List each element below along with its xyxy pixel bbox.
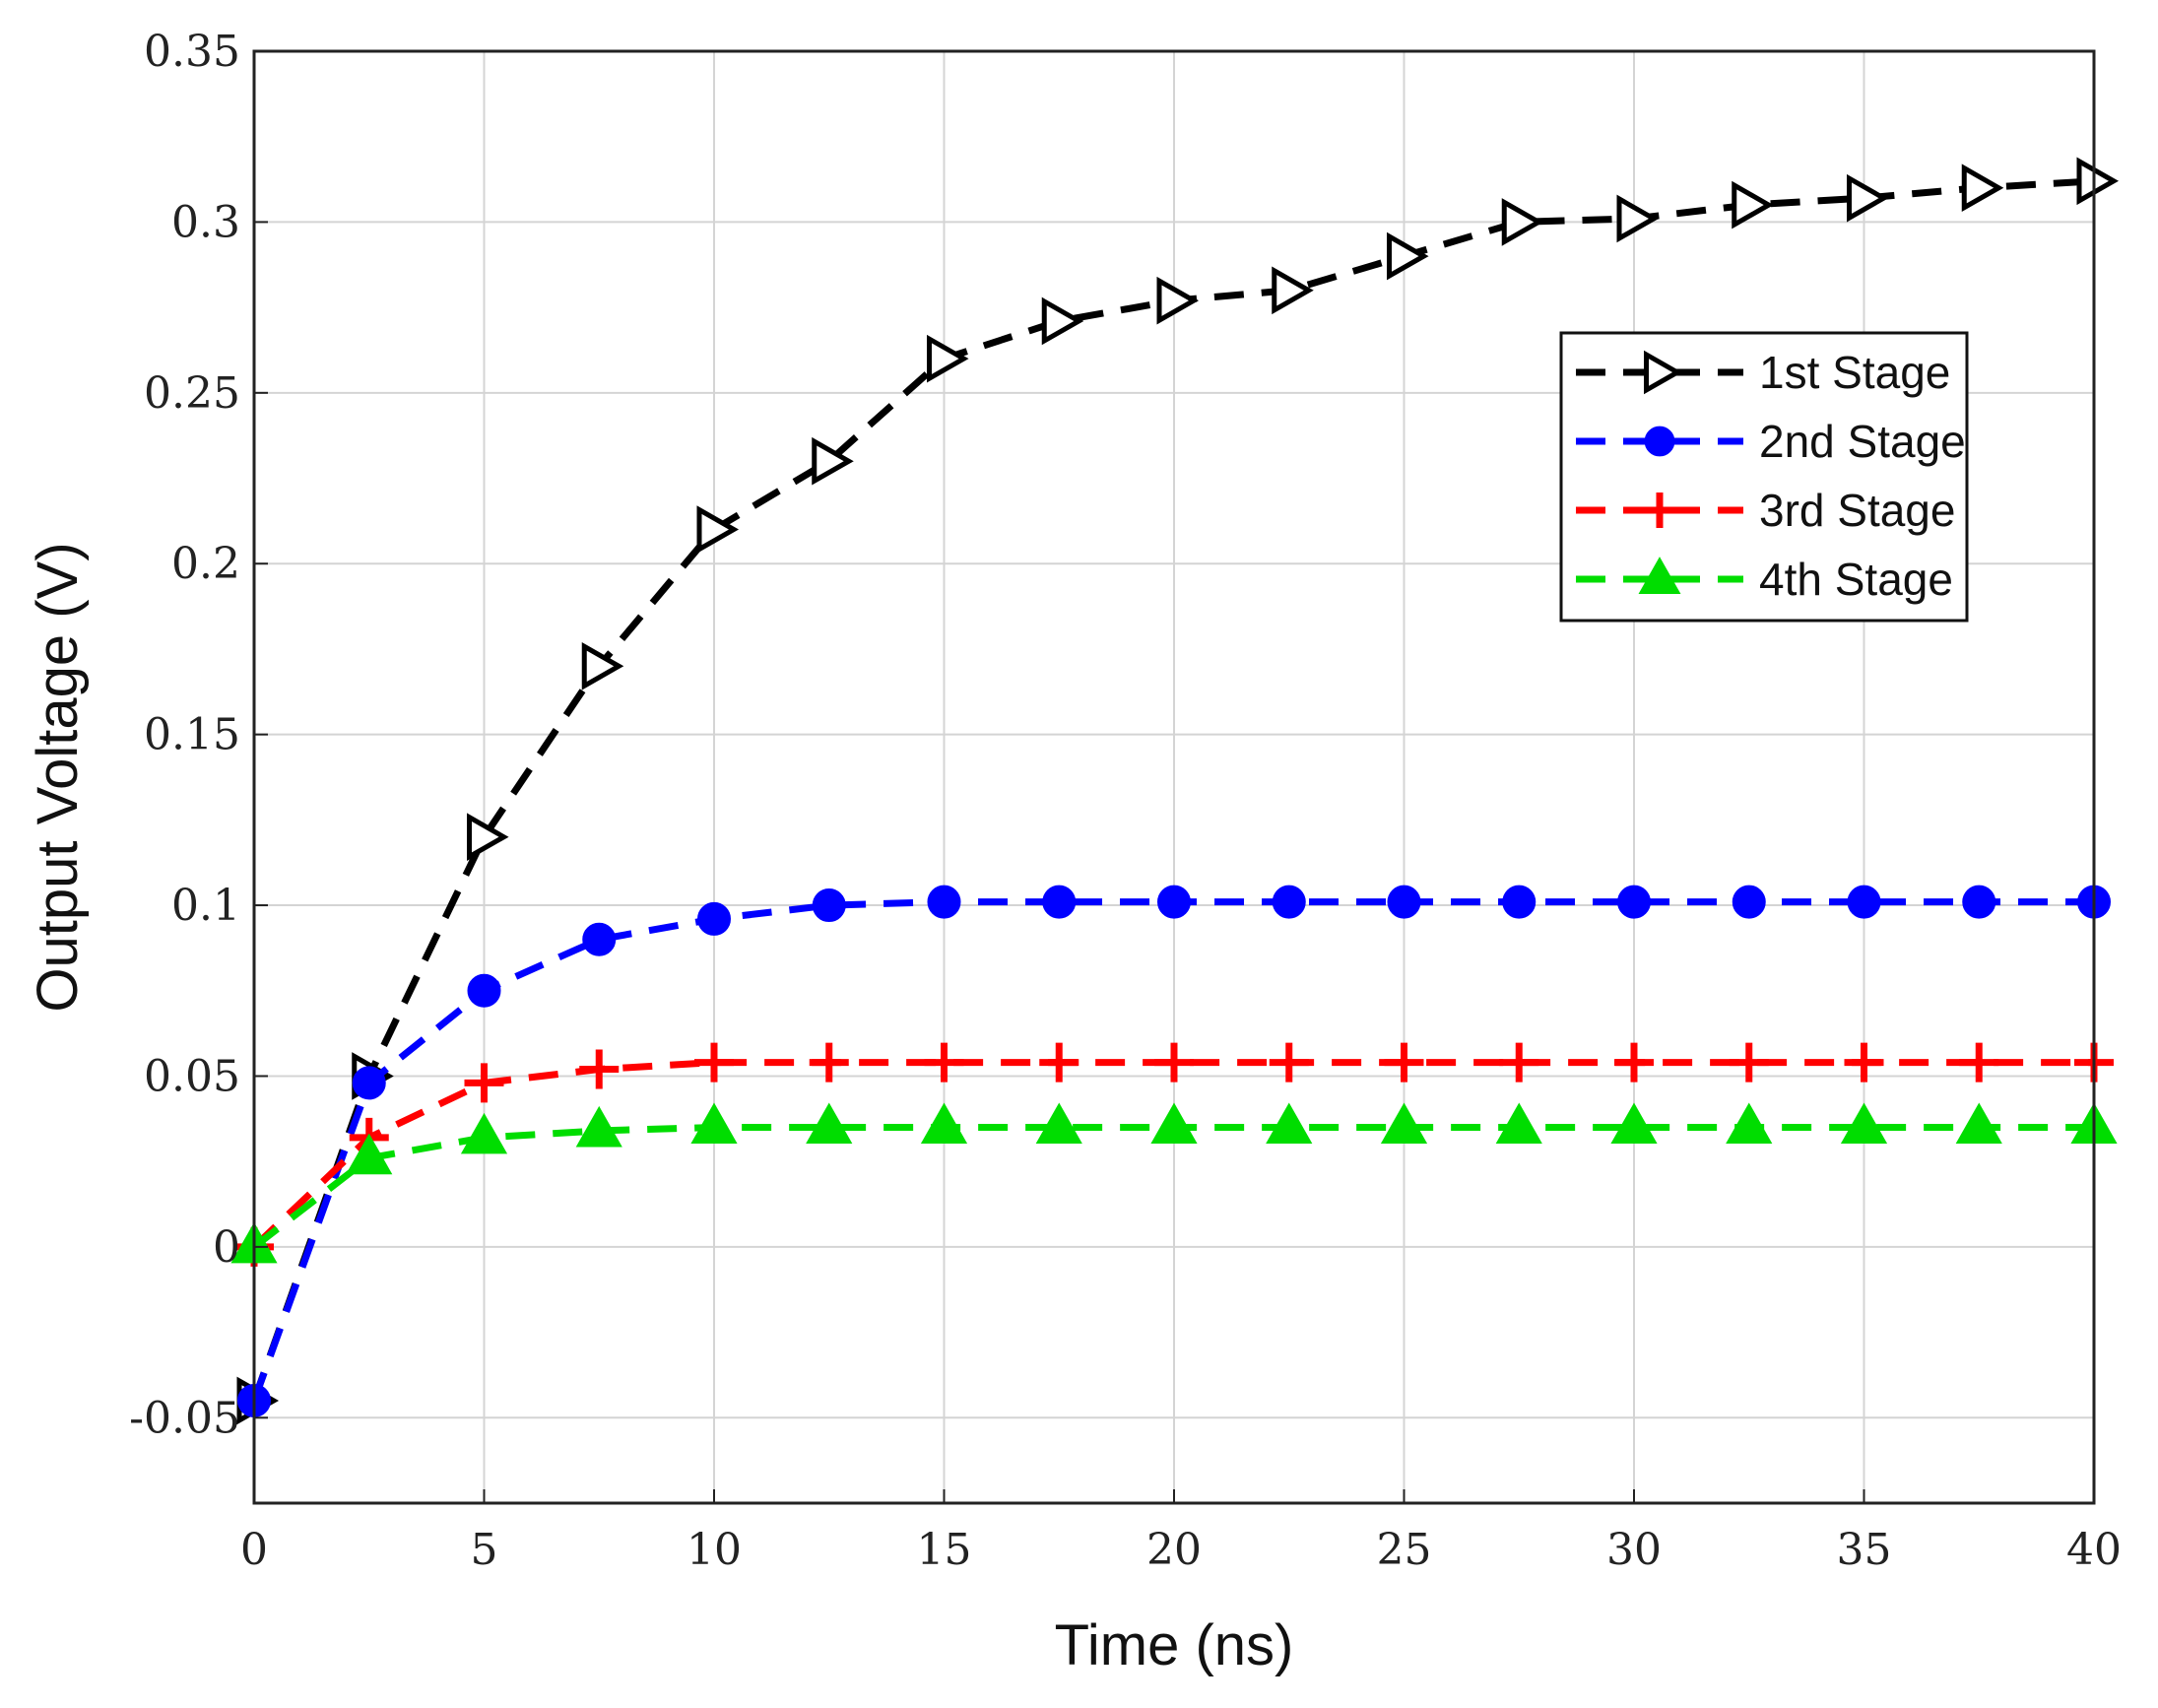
legend-label: 1st Stage (1759, 347, 1950, 398)
data-point (575, 1105, 622, 1148)
x-tick-label: 15 (917, 1525, 972, 1575)
data-point (1610, 1102, 1658, 1144)
data-point (1961, 164, 2004, 213)
data-point (1847, 173, 1889, 223)
data-point (1157, 885, 1191, 919)
y-tick-label: 0.3 (171, 197, 240, 247)
legend-label: 4th Stage (1759, 554, 1953, 605)
legend-label: 3rd Stage (1759, 485, 1955, 536)
data-point (352, 1066, 386, 1100)
data-point (1844, 1042, 1884, 1083)
y-tick-label: 0 (213, 1222, 240, 1273)
legend-marker (1638, 557, 1681, 594)
data-point (1272, 885, 1306, 919)
tick-labels: 0 5 10 15 20 25 30 35 40 -0.05 0 0.05 0.1 0.15 0.2 0.25… (129, 27, 2122, 1575)
data-point (920, 1102, 968, 1144)
legend-item: 2nd Stage (1576, 416, 1966, 467)
data-point (1266, 1102, 1313, 1144)
legend-marker (1642, 493, 1677, 528)
data-point (1269, 1042, 1309, 1083)
data-point (582, 922, 617, 956)
legend-item: 3rd Stage (1576, 485, 1955, 536)
legend-marker (1644, 426, 1675, 457)
series-1 (236, 157, 2120, 1425)
data-point (1955, 1102, 2002, 1144)
y-tick-label: 0.2 (171, 539, 240, 589)
data-point (812, 888, 846, 923)
x-tick-label: 5 (471, 1525, 498, 1575)
data-point (1042, 885, 1077, 919)
data-point (1154, 1042, 1194, 1083)
data-point (1384, 1042, 1424, 1083)
y-tick-label: 0.05 (144, 1051, 240, 1101)
data-point (464, 1063, 504, 1103)
data-point (1156, 276, 1200, 325)
x-tick-label: 35 (1837, 1525, 1892, 1575)
data-point (1962, 885, 1996, 919)
data-point (1041, 296, 1084, 346)
data-point (1035, 1102, 1082, 1144)
data-point (924, 1042, 964, 1083)
data-point (927, 334, 969, 383)
data-point (1495, 1102, 1542, 1144)
data-point (690, 1102, 738, 1144)
x-tick-label: 10 (687, 1525, 742, 1575)
legend-box (1559, 331, 1969, 623)
data-point (1380, 1102, 1428, 1144)
x-tick-label: 25 (1377, 1525, 1432, 1575)
data-point (1502, 885, 1537, 919)
data-point (1732, 885, 1766, 919)
data-point (1847, 885, 1881, 919)
series-4 (230, 1102, 2118, 1264)
data-point (2076, 157, 2120, 206)
data-point (1272, 266, 1314, 315)
data-point (1387, 885, 1421, 919)
legend: 1st Stage 2nd Stage 3rd Stage 4th Stage (1559, 331, 1969, 623)
data-point (1150, 1102, 1198, 1144)
data-point (1501, 198, 1544, 246)
data-point (1614, 1042, 1654, 1083)
data-point (1840, 1102, 1888, 1144)
series-2 (237, 885, 2111, 1417)
data-point (1617, 885, 1651, 919)
x-tick-label: 30 (1606, 1525, 1662, 1575)
data-point (1959, 1042, 1999, 1083)
x-tick-label: 20 (1146, 1525, 1202, 1575)
data-point (346, 1133, 393, 1175)
data-point (927, 885, 961, 919)
y-tick-label: 0.25 (144, 368, 240, 419)
data-point (1732, 180, 1774, 230)
y-tick-label: 0.15 (144, 710, 240, 760)
data-point (696, 505, 740, 554)
data-point (694, 1042, 734, 1083)
data-point (806, 1102, 853, 1144)
y-tick-label: 0.1 (171, 881, 240, 931)
data-point (1729, 1042, 1769, 1083)
legend-item: 1st Stage (1576, 347, 1950, 398)
data-point (1387, 231, 1429, 281)
data-point (460, 1112, 508, 1154)
data-point (1726, 1102, 1773, 1144)
data-point (1499, 1042, 1539, 1083)
legend-item: 4th Stage (1576, 554, 1953, 605)
data-point (1616, 194, 1660, 243)
y-tick-label: -0.05 (129, 1393, 240, 1443)
legend-label: 2nd Stage (1759, 416, 1966, 467)
data-point (697, 901, 731, 936)
x-tick-label: 0 (240, 1525, 268, 1575)
x-tick-label: 40 (2066, 1525, 2122, 1575)
data-point (467, 813, 509, 862)
data-point (579, 1049, 620, 1089)
data-point (581, 641, 624, 690)
data-point (809, 1042, 849, 1083)
legend-marker (1644, 350, 1683, 395)
data-point (812, 436, 854, 486)
data-point (467, 973, 501, 1008)
y-axis-label: Output Voltage (V) (26, 542, 90, 1012)
x-axis-label: Time (ns) (1055, 1613, 1294, 1677)
y-tick-label: 0.35 (144, 27, 240, 77)
data-point (1039, 1042, 1079, 1083)
